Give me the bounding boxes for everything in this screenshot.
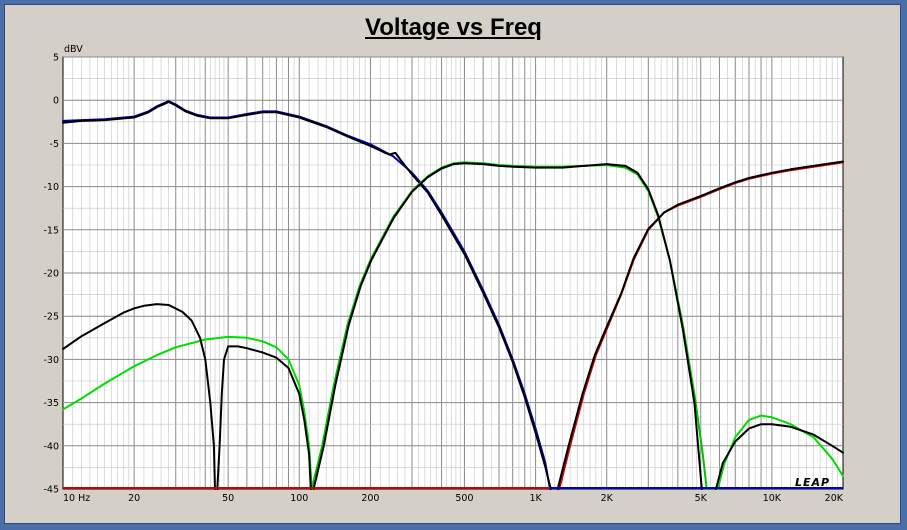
chart-title: Voltage vs Freq xyxy=(365,14,542,41)
y-tick-label: -40 xyxy=(43,441,59,452)
x-tick-label: 500 xyxy=(455,493,473,504)
x-tick-label: 100 xyxy=(290,493,308,504)
x-tick-label: 10 Hz xyxy=(63,493,90,504)
series-line-10 xyxy=(216,345,312,490)
x-tick-label: 10K xyxy=(763,493,782,504)
x-tick-label: 2K xyxy=(601,493,614,504)
y-tick-label: -20 xyxy=(43,269,59,280)
x-tick-label: 200 xyxy=(361,493,379,504)
x-tick-label: 20 xyxy=(128,493,140,504)
series-layer xyxy=(62,100,844,490)
series-line-9 xyxy=(62,303,216,490)
y-tick-label: -35 xyxy=(43,398,59,409)
leap-watermark: LEAP xyxy=(795,476,830,489)
series-line-4 xyxy=(312,162,703,490)
x-tick-label: 5K xyxy=(695,493,708,504)
series-line-2 xyxy=(62,100,552,490)
y-tick-label: 5 xyxy=(53,53,59,64)
y-tick-label: -5 xyxy=(50,139,59,150)
y-axis-label: dBV xyxy=(64,44,83,55)
y-tick-label: -30 xyxy=(43,355,59,366)
y-tick-label: -15 xyxy=(43,225,59,236)
series-line-7 xyxy=(62,335,313,490)
y-tick-label: -10 xyxy=(43,182,59,193)
x-tick-label: 20K xyxy=(825,493,844,504)
grid xyxy=(63,56,843,490)
y-tick-label: -25 xyxy=(43,312,59,323)
series-line-11 xyxy=(715,423,844,490)
x-tick-label: 1K xyxy=(529,493,542,504)
y-tick-label: 0 xyxy=(53,96,59,107)
y-tick-label: -45 xyxy=(43,485,59,496)
x-tick-label: 50 xyxy=(222,493,234,504)
series-line-6 xyxy=(556,160,844,490)
